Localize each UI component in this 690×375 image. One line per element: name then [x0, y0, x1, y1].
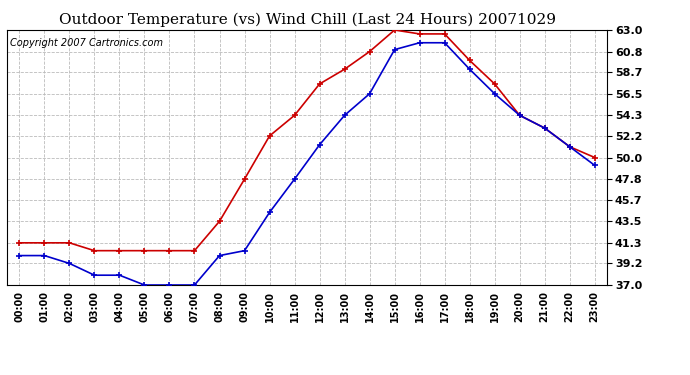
Title: Outdoor Temperature (vs) Wind Chill (Last 24 Hours) 20071029: Outdoor Temperature (vs) Wind Chill (Las…	[59, 13, 555, 27]
Text: Copyright 2007 Cartronics.com: Copyright 2007 Cartronics.com	[10, 38, 163, 48]
